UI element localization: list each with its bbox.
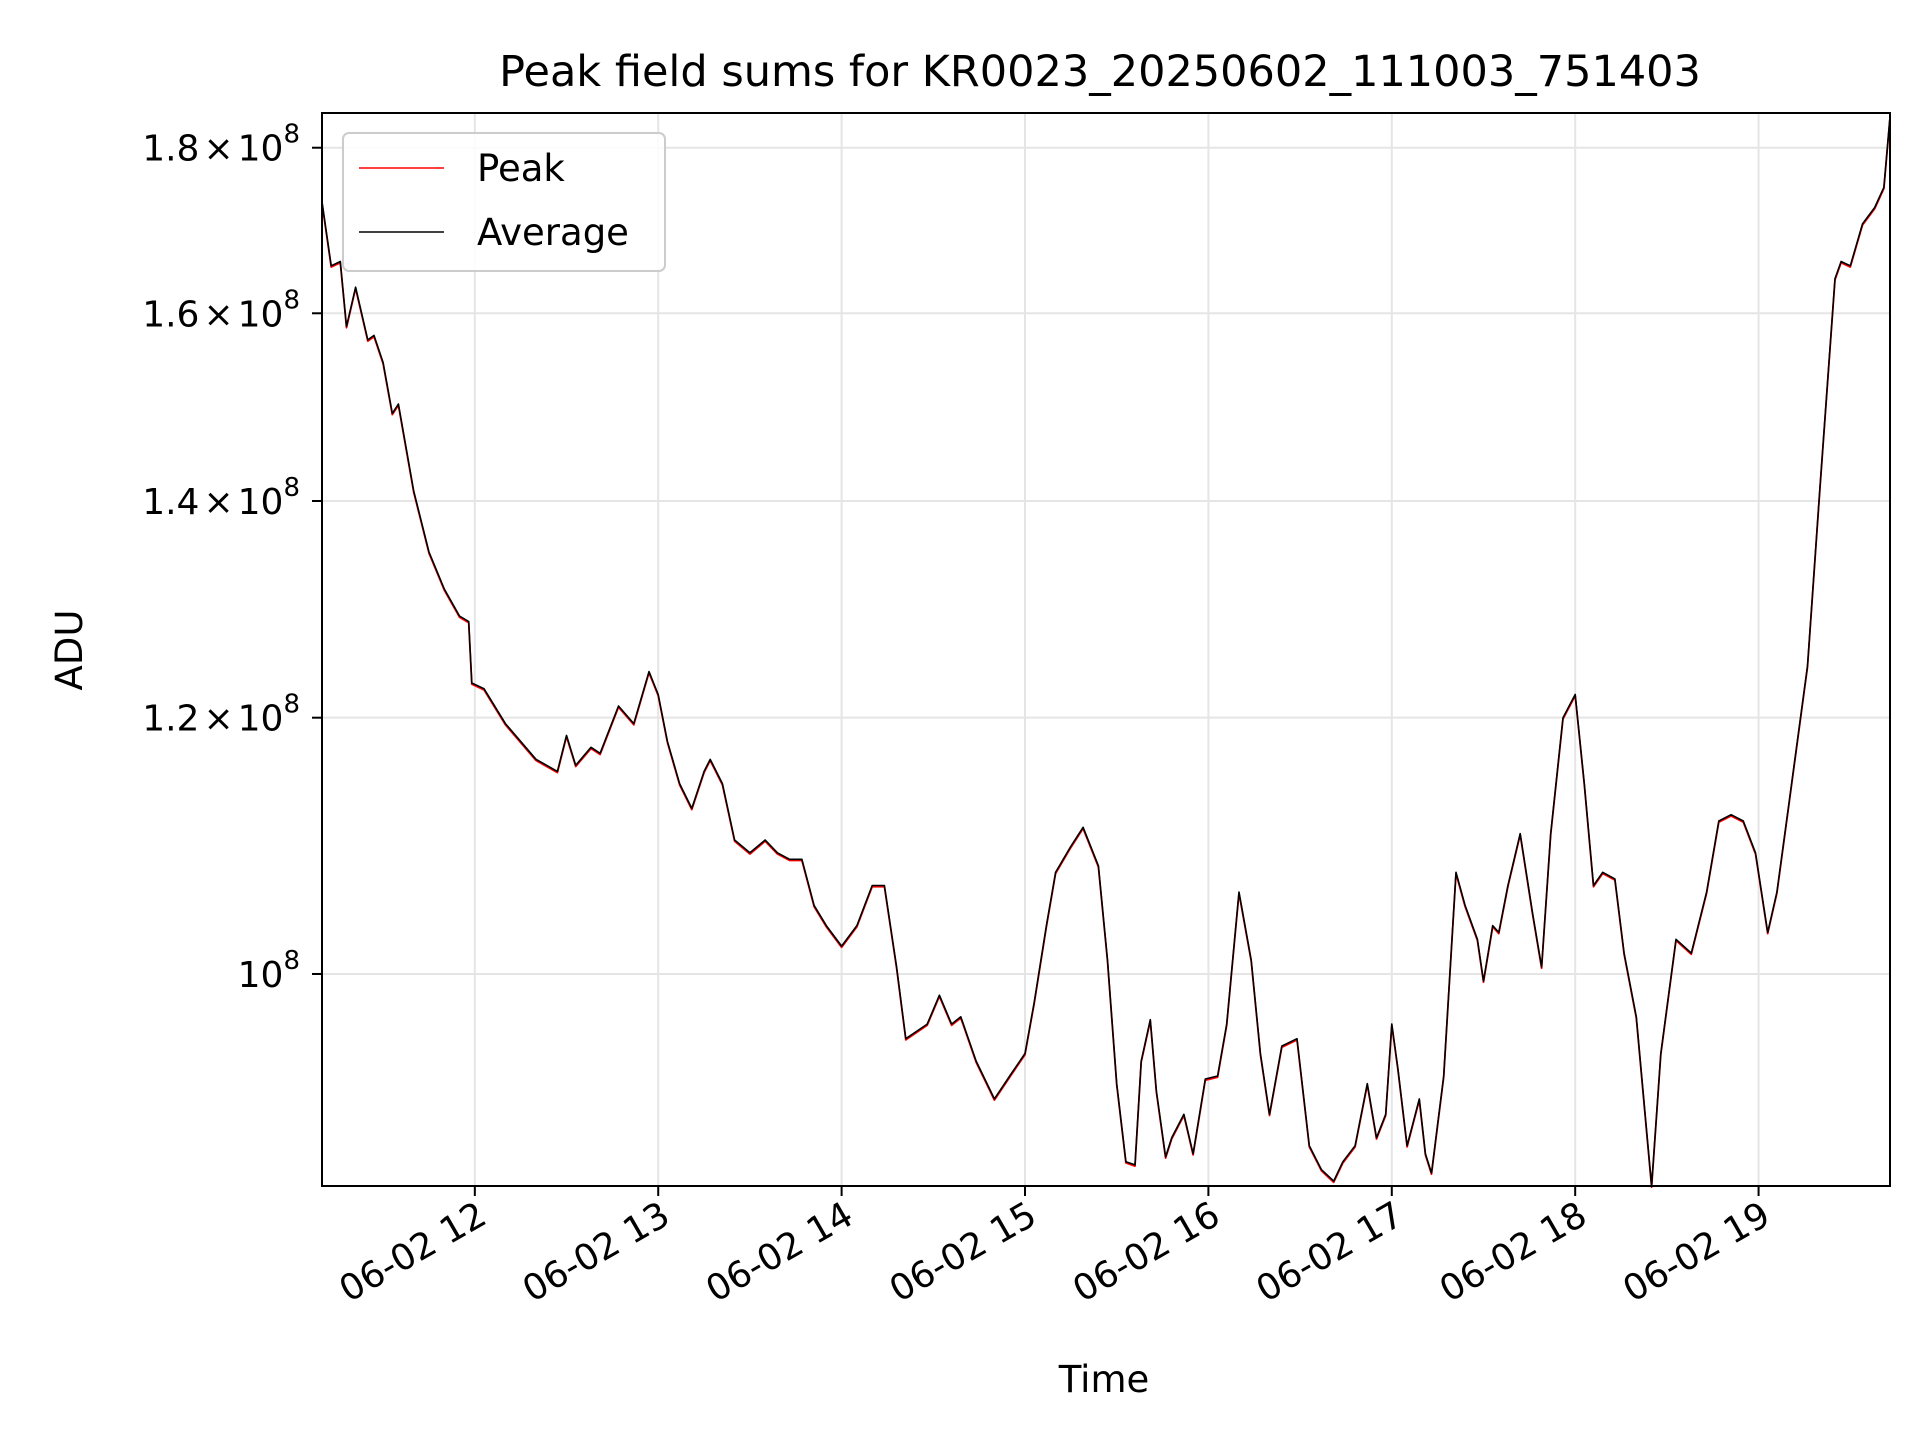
x-tick-label: 06-02 12	[333, 1194, 494, 1310]
y-axis-ticks: 108 1.2 × 108 1.4 × 108 1.6 × 108 1.8 × 108	[142, 120, 322, 996]
x-tick-label: 06-02 17	[1250, 1194, 1411, 1310]
legend-label-peak: Peak	[477, 147, 565, 190]
y-tick-label: 1.6 × 108	[142, 285, 300, 335]
legend: Peak Average	[342, 132, 666, 272]
y-tick-label: 1.8 × 108	[142, 120, 300, 170]
y-tick-label: 108	[238, 946, 300, 996]
plot-frame	[321, 112, 1891, 1187]
chart-title: Peak field sums for KR0023_20250602_1110…	[499, 47, 1701, 97]
x-tick-label: 06-02 18	[1433, 1194, 1594, 1310]
x-axis-ticks: 06-02 12 06-02 13 06-02 14 06-02 15 06-02 16…	[333, 1186, 1777, 1311]
y-tick-label: 1.4 × 108	[142, 473, 300, 523]
legend-label-average: Average	[477, 211, 629, 254]
x-tick-label: 06-02 14	[699, 1194, 860, 1310]
x-axis-label: Time	[1058, 1358, 1150, 1401]
y-axis-label: ADU	[48, 610, 91, 691]
x-tick-label: 06-02 13	[516, 1194, 677, 1310]
plot-lines	[321, 116, 1891, 1189]
x-tick-label: 06-02 15	[883, 1194, 1044, 1310]
grid-lines	[322, 113, 1890, 1186]
y-tick-label: 1.2 × 108	[142, 690, 300, 740]
x-tick-label: 06-02 16	[1066, 1194, 1227, 1310]
series-line-peak	[321, 117, 1891, 1189]
x-tick-label: 06-02 19	[1616, 1194, 1777, 1310]
series-line-average	[321, 116, 1891, 1187]
